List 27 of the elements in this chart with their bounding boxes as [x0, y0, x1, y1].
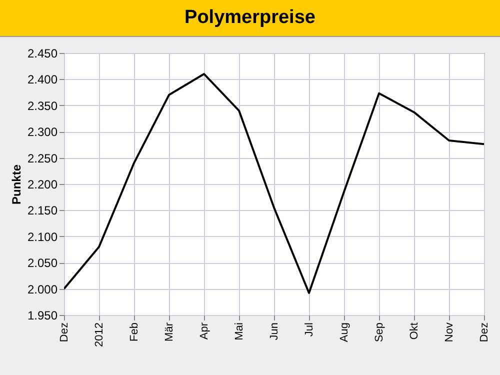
x-tick-label: Dez — [478, 322, 490, 342]
x-tick-label: Sep — [374, 322, 386, 342]
y-tick-label: 1.950 — [27, 308, 58, 322]
y-tick-label: 2.000 — [27, 282, 58, 296]
x-tick-label: Feb — [128, 322, 140, 342]
y-tick-label: 2.350 — [27, 98, 58, 113]
x-tick-label: Aug — [338, 322, 350, 342]
y-tick-label: 2.250 — [27, 151, 58, 166]
x-tick-label: Apr — [198, 322, 210, 340]
x-tick-label: Jun — [268, 322, 280, 340]
x-tick-label: Nov — [444, 322, 456, 342]
chart-title: Polymerpreise — [0, 0, 500, 37]
y-axis-title: Punkte — [9, 164, 24, 205]
x-tick-label: Okt — [408, 322, 420, 340]
x-tick-label: 2012 — [94, 322, 106, 347]
y-tick-label: 2.150 — [27, 204, 58, 218]
y-tick-label: 2.450 — [27, 46, 58, 60]
x-tick-label: Dez — [58, 322, 70, 342]
y-tick-label: 2.100 — [27, 230, 58, 244]
y-tick-label: 2.300 — [27, 125, 58, 140]
x-tick-label: Mär — [164, 322, 176, 342]
line-series — [64, 72, 484, 294]
x-tick-label: Mai — [234, 322, 246, 340]
x-tick-label: Jul — [304, 322, 316, 337]
y-tick-label: 2.400 — [27, 72, 58, 87]
y-tick-label: 2.050 — [27, 256, 58, 270]
y-tick-label: 2.200 — [27, 178, 58, 192]
